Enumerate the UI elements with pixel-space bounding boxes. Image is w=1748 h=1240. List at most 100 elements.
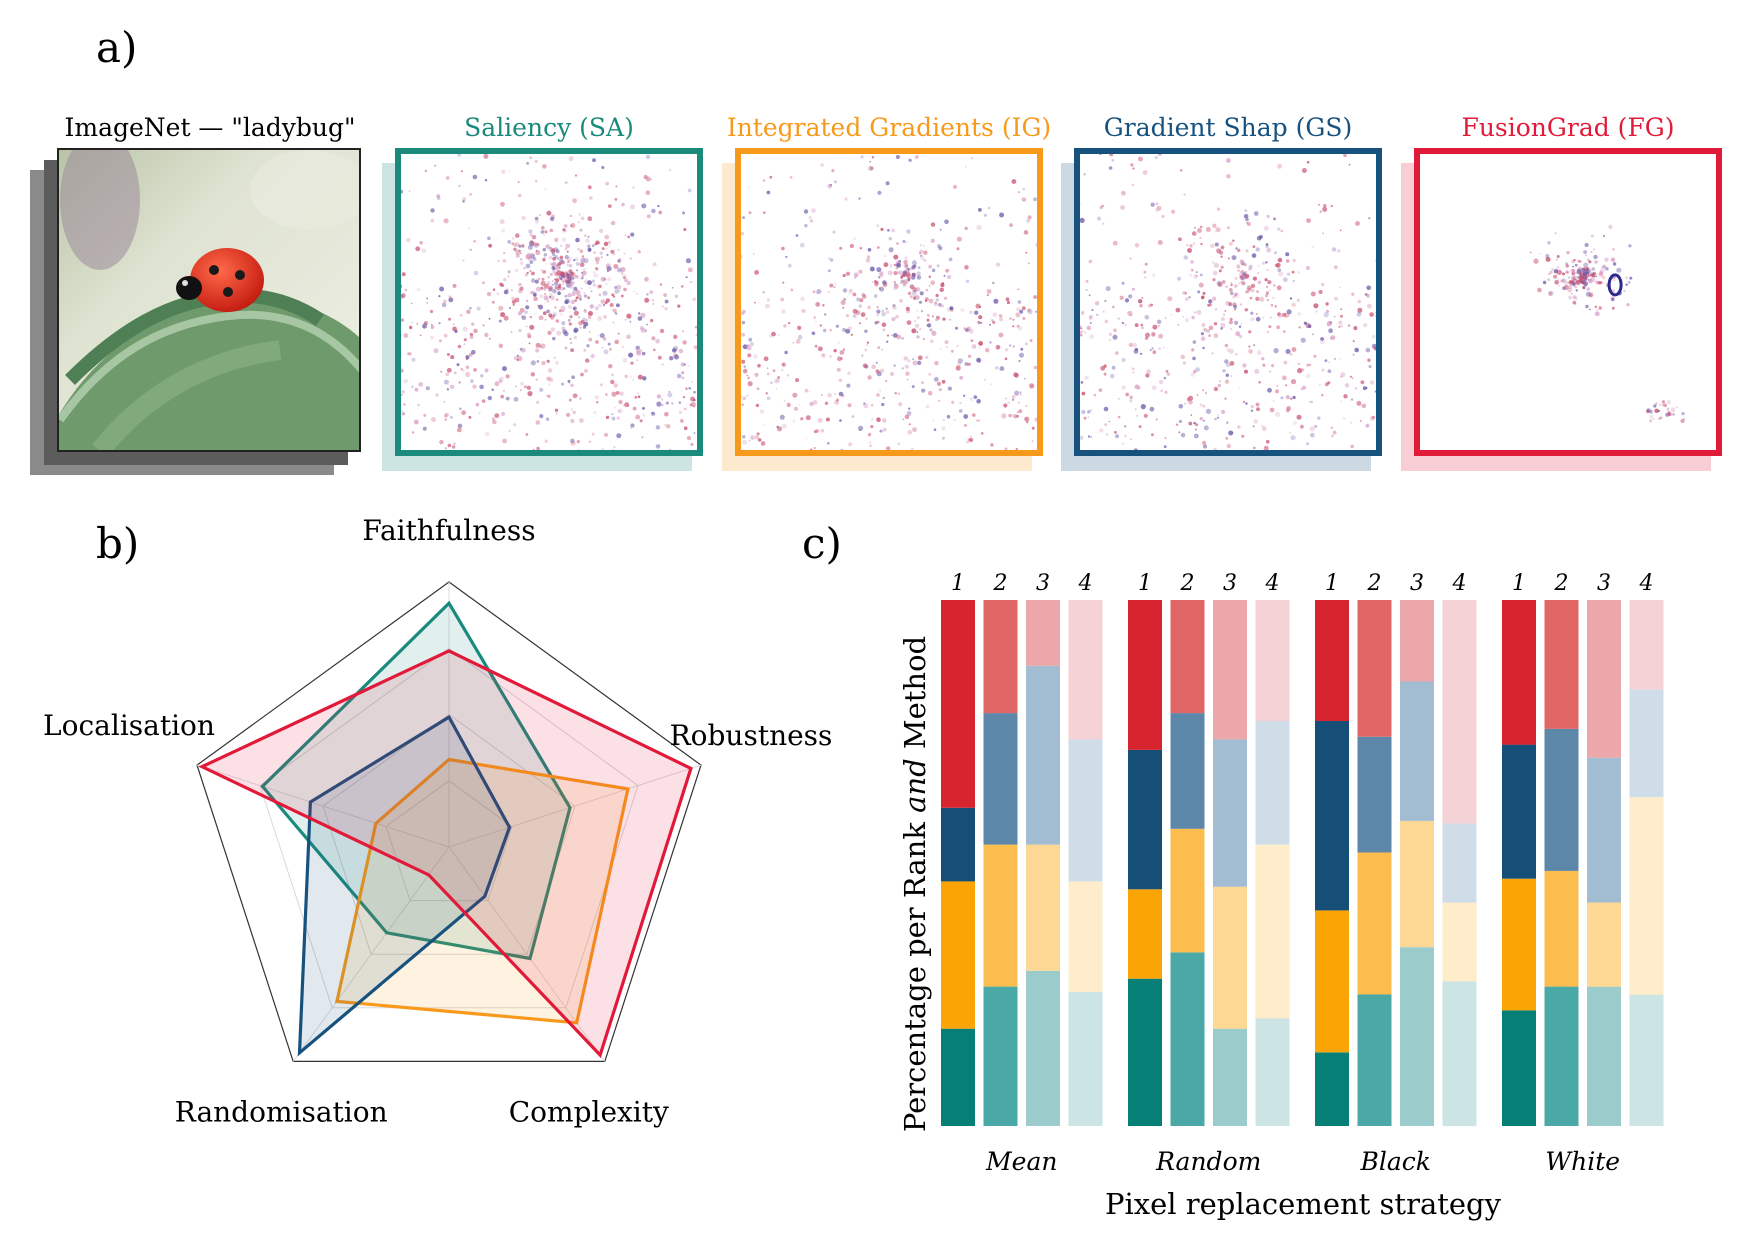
radar-grid-ring xyxy=(196,581,702,1063)
rank-label: 2 xyxy=(1180,571,1195,596)
bar-segment-fg xyxy=(983,600,1018,714)
saliency-map xyxy=(1417,151,1719,453)
bar-segment-sa xyxy=(1400,947,1434,1126)
tile-title-imagenet: ImageNet — "ladybug" xyxy=(64,113,355,142)
bar-segment-ig xyxy=(1400,820,1434,948)
stacked-bar xyxy=(983,600,1018,1126)
stacked-bar xyxy=(1502,600,1536,1126)
radar-grid-ring xyxy=(259,647,639,1009)
stacked-bar xyxy=(1213,600,1247,1126)
tile-title: FusionGrad (FG) xyxy=(1461,113,1674,142)
tile-title: Integrated Gradients (IG) xyxy=(727,113,1051,142)
attribution-noise xyxy=(398,152,700,453)
tile-frame xyxy=(395,148,703,456)
rank-label: 3 xyxy=(1223,571,1237,596)
bar-segment-gs xyxy=(1442,823,1477,903)
bar-segment-gs xyxy=(1068,739,1103,882)
bar-segment-fg xyxy=(1255,600,1290,721)
bar-segment-fg xyxy=(1170,600,1205,714)
x-axis-title: Pixel replacement strategy xyxy=(1105,1187,1502,1221)
category-label: Black xyxy=(1360,1147,1431,1176)
bar-segment-ig xyxy=(1629,797,1664,995)
panel-label-a: a) xyxy=(96,23,137,72)
bar-segment-fg xyxy=(1587,600,1621,758)
rank-label: 4 xyxy=(1265,571,1280,596)
bar-segment-ig xyxy=(983,844,1018,987)
stacked-bar xyxy=(1128,600,1162,1126)
tile-frame xyxy=(1074,148,1382,456)
tile-frame xyxy=(57,148,361,452)
radar-spoke xyxy=(448,846,606,1062)
bar-segment-sa xyxy=(1629,994,1664,1126)
stacked-bar xyxy=(1629,600,1664,1126)
stacked-bar xyxy=(1315,600,1349,1126)
bar-segment-gs xyxy=(1629,689,1664,798)
bar-segment-fg xyxy=(1502,600,1536,745)
bar-segment-sa xyxy=(1026,970,1060,1126)
radar-axis-label: Robustness xyxy=(670,719,833,752)
bar-segment-sa xyxy=(1587,986,1621,1126)
bar-segment-sa xyxy=(1128,978,1162,1126)
bar-segment-ig xyxy=(1213,886,1247,1029)
rank-label: 3 xyxy=(1410,571,1424,596)
bar-segment-sa xyxy=(1255,1018,1290,1126)
bar-segment-ig xyxy=(1357,852,1392,995)
stacked-bar xyxy=(1442,600,1477,1127)
bar-segment-ig xyxy=(1587,902,1621,987)
bar-segment-sa xyxy=(1502,1010,1536,1126)
bar-segment-ig xyxy=(1315,910,1349,1053)
ladybug-photo xyxy=(58,149,360,451)
stacked-bar xyxy=(1357,600,1392,1126)
bar-segment-sa xyxy=(1170,952,1205,1126)
bar-segment-fg xyxy=(1544,600,1579,729)
radar-series-gs xyxy=(297,714,512,1057)
bar-segment-fg xyxy=(1629,600,1664,690)
attribution-noise xyxy=(1529,224,1685,423)
rank-label: 2 xyxy=(1554,571,1569,596)
radar-series-ig xyxy=(334,757,630,1025)
bar-segment-ig xyxy=(1442,902,1477,982)
rank-label: 4 xyxy=(1078,571,1093,596)
bar-segment-gs xyxy=(1170,713,1205,829)
bar-segment-gs xyxy=(1357,736,1392,853)
radar-chart: Faithfulness Robustness Complexity Randomis… xyxy=(43,514,832,1128)
rank-label: 3 xyxy=(1597,571,1611,596)
bar-group-random xyxy=(1128,600,1290,1126)
bar-segment-gs xyxy=(941,807,975,882)
bar-segment-fg xyxy=(1026,600,1060,666)
bar-segment-fg xyxy=(1213,600,1247,740)
ladybug-body xyxy=(190,248,264,312)
bar-segment-fg xyxy=(1068,600,1103,740)
radar-axis-label: Localisation xyxy=(43,709,215,742)
stacked-bar xyxy=(1068,600,1103,1126)
bar-segment-gs xyxy=(1315,721,1349,911)
rank-label: 4 xyxy=(1452,571,1467,596)
category-label: Random xyxy=(1155,1147,1261,1176)
rank-label: 1 xyxy=(1512,571,1526,596)
rank-label: 2 xyxy=(1367,571,1382,596)
stacked-bar xyxy=(1587,600,1621,1126)
saliency-map xyxy=(398,151,700,453)
y-axis-title: Percentage per Rank and Method xyxy=(898,636,932,1132)
tile-fusiongrad: FusionGrad (FG) xyxy=(1401,113,1722,471)
tile-integrated-gradients: Integrated Gradients (IG) xyxy=(722,113,1051,471)
bar-group-mean xyxy=(941,600,1103,1126)
bar-segment-ig xyxy=(1068,881,1103,992)
bar-segment-sa xyxy=(1068,991,1103,1126)
bar-segment-ig xyxy=(941,881,975,1029)
stacked-bar xyxy=(1170,600,1205,1126)
stacked-bar-chart: Pixel replacement strategy Percentage pe… xyxy=(898,571,1664,1221)
tile-saliency: Saliency (SA) xyxy=(382,113,703,471)
rank-label: 1 xyxy=(1138,571,1152,596)
bar-segment-ig xyxy=(1026,844,1060,971)
stacked-bar xyxy=(1544,600,1579,1126)
bar-segment-sa xyxy=(983,986,1018,1126)
category-label: White xyxy=(1545,1147,1620,1176)
panel-label-b: b) xyxy=(96,519,139,568)
rank-label: 4 xyxy=(1639,571,1654,596)
bar-group-black xyxy=(1315,600,1477,1127)
bar-segment-ig xyxy=(1544,870,1579,987)
radar-grid-ring xyxy=(385,780,513,902)
radar-grid-ring xyxy=(322,713,576,955)
